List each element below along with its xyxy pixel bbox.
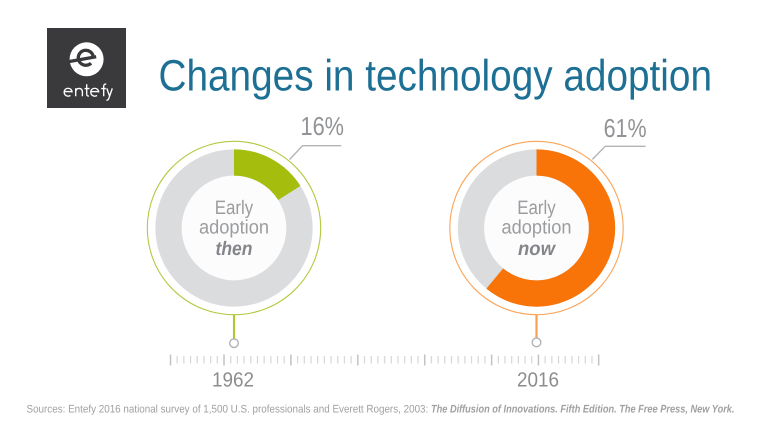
svg-text:61%: 61% [604, 113, 647, 143]
svg-text:Early: Early [215, 197, 254, 219]
svg-text:1962: 1962 [212, 368, 254, 391]
svg-text:then: then [216, 238, 253, 260]
svg-text:now: now [518, 238, 557, 260]
svg-text:Sources: Entefy 2016 national: Sources: Entefy 2016 national survey of … [27, 404, 735, 416]
svg-text:adoption: adoption [502, 217, 572, 239]
svg-text:2016: 2016 [517, 368, 559, 391]
svg-text:adoption: adoption [199, 217, 269, 239]
svg-text:Changes in technology adoption: Changes in technology adoption [159, 52, 713, 101]
svg-text:16%: 16% [301, 111, 345, 141]
svg-text:Early: Early [517, 197, 556, 219]
